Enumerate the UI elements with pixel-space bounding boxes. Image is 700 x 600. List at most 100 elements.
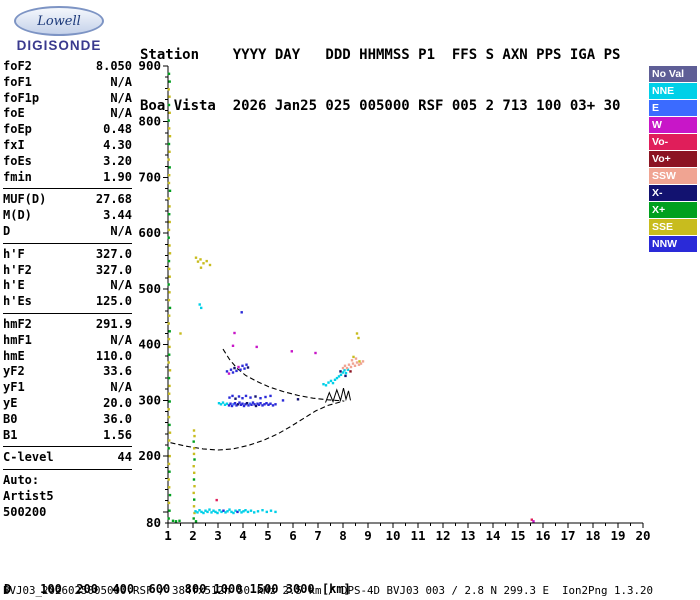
scatter-point: [259, 402, 262, 405]
scatter-point: [239, 368, 242, 371]
legend-item-x-: X-: [649, 185, 697, 201]
scatter-point: [192, 505, 196, 508]
param-value: 1.90: [103, 169, 132, 184]
param-row-hf2: h'F2 327.0: [3, 263, 132, 279]
y-tick-label: 400: [138, 337, 161, 352]
scatter-point: [167, 158, 170, 161]
scatter-point: [233, 402, 237, 405]
scatter-point: [179, 332, 182, 335]
x-tick-label: 17: [560, 528, 575, 543]
scatter-point: [224, 511, 227, 514]
scatter-point: [352, 355, 355, 359]
param-row-ye: yE 20.0: [3, 396, 132, 412]
scatter-point: [167, 447, 170, 450]
scatter-point: [341, 371, 345, 374]
scatter-point: [168, 306, 172, 310]
scatter-point: [196, 260, 200, 263]
scatter-point: [168, 400, 171, 403]
scatter-point: [168, 454, 171, 458]
param-row-mufd: MUF(D) 27.68: [3, 192, 132, 208]
scatter-point: [167, 298, 171, 302]
param-value: N/A: [110, 380, 132, 395]
scatter-point: [339, 373, 343, 376]
scatter-point: [231, 371, 235, 374]
x-tick-label: 20: [635, 528, 650, 543]
param-value: 27.68: [95, 192, 132, 207]
scatter-point: [167, 501, 171, 505]
param-label: foE: [3, 106, 25, 121]
scatter-point: [227, 372, 231, 375]
scatter-point: [174, 520, 178, 523]
param-label: B0: [3, 411, 18, 426]
scatter-point: [194, 510, 197, 513]
x-tick-label: 19: [610, 528, 625, 543]
param-row-hes: h'Es 125.0: [3, 294, 132, 310]
file-info-line: BVJ03_2026025005000.RSF / 384fx512h 50 k…: [3, 584, 654, 597]
scatter-point: [168, 174, 171, 177]
param-value: N/A: [110, 106, 132, 121]
doppler-direction-legend: No Val NNE E W Vo- Vo+ SSW X- X+ SSE NNW: [649, 66, 697, 253]
param-row-foes: foEs 3.20: [3, 154, 132, 170]
scatter-point: [257, 403, 261, 406]
x-tick-label: 4: [239, 528, 247, 543]
param-value: 20.0: [103, 395, 132, 410]
x-tick-label: 2: [189, 528, 197, 543]
scatter-point: [265, 510, 268, 514]
scatter-point: [235, 369, 238, 373]
scatter-point: [232, 511, 235, 515]
param-label: foEs: [3, 153, 32, 168]
scatter-point: [168, 267, 171, 271]
scatter-point: [168, 166, 171, 169]
scatter-point: [168, 353, 171, 356]
scatter-point: [168, 80, 171, 83]
scatter-point: [193, 458, 196, 461]
scatter-point: [167, 142, 171, 146]
scatter-point: [281, 399, 285, 402]
x-tick-label: 16: [535, 528, 550, 543]
param-label: C-level: [3, 450, 54, 465]
scatter-point: [168, 111, 171, 114]
scatter-point: [322, 383, 325, 386]
legend-item-ssw: SSW: [649, 168, 697, 184]
scatter-point: [236, 510, 239, 514]
scatter-point: [168, 291, 171, 294]
scatter-point: [231, 344, 235, 347]
scatter-point: [359, 362, 363, 365]
y-tick-label: 700: [138, 169, 161, 184]
scatter-point: [219, 403, 223, 406]
scatter-point: [202, 262, 205, 265]
param-value: N/A: [110, 278, 132, 293]
scatter-point: [244, 394, 248, 398]
scatter-point: [347, 363, 351, 366]
scatter-point: [349, 365, 353, 369]
scatter-point: [167, 236, 170, 239]
scatter-point: [223, 403, 227, 406]
scatter-point: [222, 509, 225, 512]
scatter-point: [168, 384, 171, 388]
scatter-point: [264, 395, 267, 399]
lowell-logo-ellipse: Lowell: [14, 6, 104, 36]
scatter-point: [167, 462, 171, 466]
legend-item-vo-: Vo-: [649, 134, 697, 150]
scatter-point: [249, 396, 252, 399]
param-divider: [3, 312, 132, 314]
d-muf-distance-row: D 100 200 400 600 800 1000 1500 3000 [km…: [4, 582, 351, 596]
scatter-point: [228, 508, 231, 511]
param-divider: [3, 469, 132, 471]
scatter-point: [255, 345, 258, 349]
scatter-point: [245, 363, 248, 366]
scatter-point: [167, 361, 170, 364]
scatter-point: [192, 465, 195, 468]
scatter-point: [357, 363, 361, 366]
scatter-point: [240, 511, 243, 514]
scatter-point: [208, 508, 211, 511]
scatter-point: [256, 510, 260, 513]
scatter-point: [274, 403, 277, 406]
scatter-point: [167, 283, 170, 286]
param-label: foF1p: [3, 90, 40, 105]
scatter-point: [228, 396, 231, 399]
scatter-point: [254, 395, 257, 398]
scatter-point: [193, 447, 196, 450]
scatter-point: [192, 478, 196, 481]
param-row-fof1p: foF1p N/A: [3, 91, 132, 107]
